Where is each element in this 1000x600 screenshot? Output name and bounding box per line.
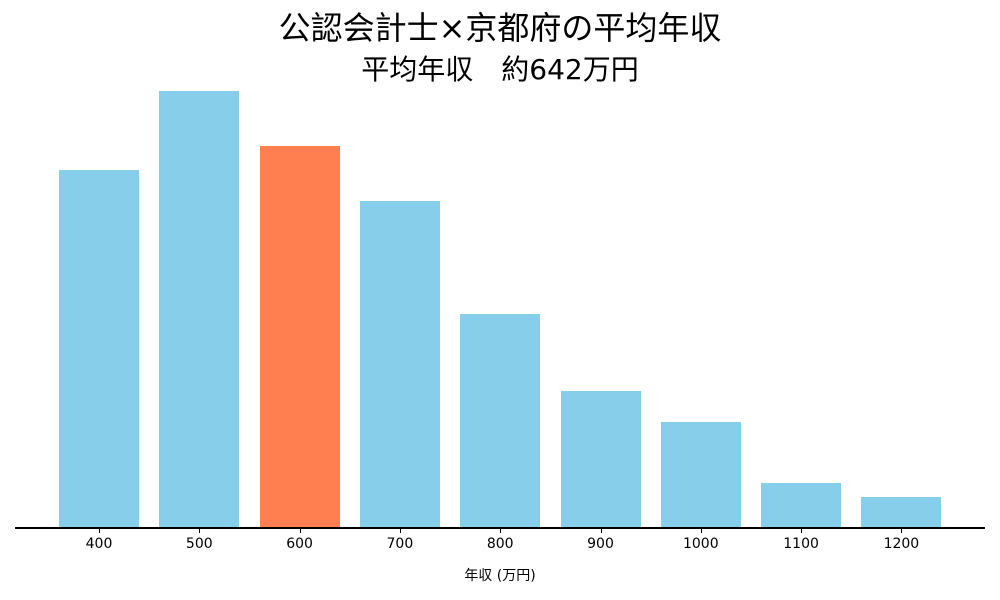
x-tick-label: 900 [587,536,614,552]
x-tick-label: 600 [286,536,313,552]
x-tick [600,528,602,533]
plot-area [15,30,985,528]
x-tick [801,528,803,533]
x-tick-label: 500 [185,536,213,552]
bar-700 [359,201,440,528]
chart-title: 公認会計士×京都府の平均年収 [278,9,722,47]
x-tick-label: 800 [486,536,514,552]
bar-500 [159,91,240,528]
bar-600 [259,146,340,528]
x-tick-label: 1000 [682,536,719,552]
x-tick [901,528,903,533]
bar-1000 [660,422,741,528]
x-axis-line [15,527,985,529]
x-tick [399,528,401,533]
bar-400 [59,170,139,528]
bar-800 [460,314,541,528]
x-tick [700,528,702,533]
bar-1100 [761,483,842,528]
bar-1200 [861,497,942,528]
x-tick [299,528,301,533]
x-tick [500,528,502,533]
x-axis-label: 年収 (万円) [464,568,536,584]
chart-subtitle: 平均年収 約642万円 [361,53,639,86]
x-tick-label: 1100 [783,536,819,552]
x-tick-label: 400 [85,536,113,552]
x-tick [199,528,201,533]
x-tick [99,528,100,533]
x-tick-label: 1200 [883,536,920,552]
x-tick-label: 700 [386,536,414,552]
bar-900 [560,391,641,528]
